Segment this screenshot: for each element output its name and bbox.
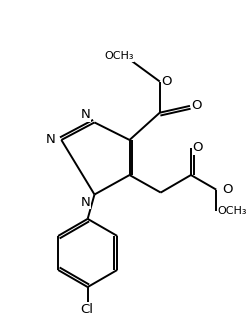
Text: O: O — [161, 75, 172, 88]
Text: OCH₃: OCH₃ — [104, 51, 134, 61]
Text: N: N — [81, 196, 91, 209]
Text: O: O — [223, 183, 233, 196]
Text: O: O — [192, 141, 203, 154]
Text: OCH₃: OCH₃ — [217, 206, 247, 216]
Text: N: N — [46, 134, 56, 147]
Text: N: N — [81, 108, 91, 121]
Text: Cl: Cl — [80, 303, 93, 316]
Text: O: O — [191, 99, 202, 112]
